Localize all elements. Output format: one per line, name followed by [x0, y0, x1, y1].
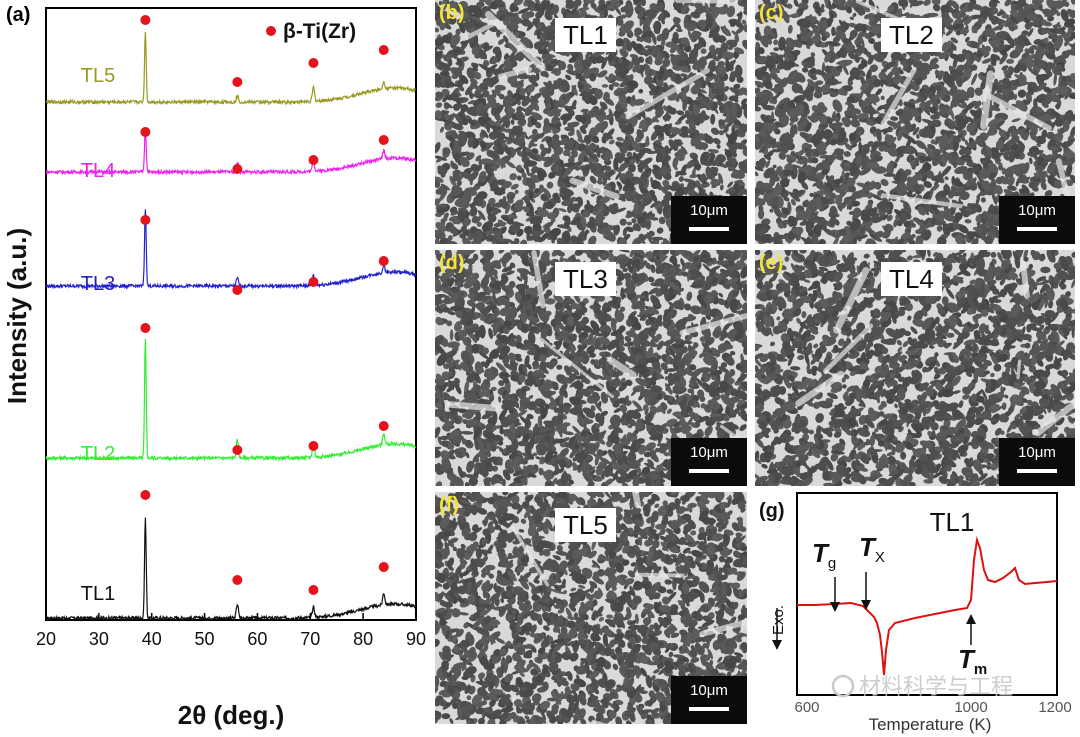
peak-marker: [308, 155, 319, 165]
peak-marker: [140, 323, 151, 333]
legend-marker: [266, 26, 276, 36]
xrd-series-TL3: [45, 209, 417, 290]
sem-panel-label: (b): [439, 2, 465, 24]
sem-panel-tl5: (f) TL5 10μm: [435, 492, 747, 724]
sem-panel-label: (c): [759, 2, 784, 24]
series-label-TL5: TL5: [81, 65, 115, 87]
peak-marker: [140, 490, 151, 500]
scale-text: 10μm: [1018, 444, 1056, 461]
exo-arrow-head: [772, 640, 782, 650]
scale-box: 10μm: [671, 196, 747, 244]
sem-panel-tl2: (c) TL2 10μm: [755, 0, 1075, 244]
sem-panel-title: TL2: [881, 18, 942, 52]
scale-box: 10μm: [999, 438, 1075, 486]
x-tick-label: 80: [353, 629, 373, 649]
sem-panel-tl1: (b) TL1 10μm: [435, 0, 747, 244]
sem-panel-title: TL5: [555, 508, 616, 542]
peak-marker: [232, 575, 243, 585]
watermark-icon: [831, 674, 855, 698]
sem-panel-label: (d): [439, 252, 465, 274]
peak-marker: [232, 164, 243, 174]
scale-box: 10μm: [671, 676, 747, 724]
dsc-chart: (g) TL1 Exo. Tg TX Tm 600 1000 1200 Temp…: [759, 492, 1072, 734]
x-tick-label: 20: [36, 629, 56, 649]
sem-panel-label: (f): [439, 494, 459, 516]
tg-label: Tg: [812, 538, 836, 572]
scale-box: 10μm: [671, 438, 747, 486]
xrd-series-TL1: [45, 517, 417, 622]
scale-bar: [689, 469, 729, 473]
scale-text: 10μm: [690, 444, 728, 461]
xrd-x-label: 2θ (deg.): [178, 700, 285, 730]
xrd-series-TL2: [45, 338, 416, 462]
scale-text: 10μm: [690, 202, 728, 219]
exo-label: Exo.: [770, 605, 787, 635]
series-label-TL2: TL2: [81, 443, 115, 465]
x-tick-label: 90: [406, 629, 426, 649]
watermark: 材料科学与工程: [859, 674, 1013, 699]
sem-panel-title: TL4: [881, 262, 942, 296]
scale-box: 10μm: [999, 196, 1075, 244]
sem-panel-tl4: (e) TL4 10μm: [755, 250, 1075, 486]
tx-arrow-head: [861, 600, 871, 610]
sem-micrograph: [755, 250, 1075, 486]
peak-marker: [308, 441, 319, 451]
peak-marker: [140, 215, 151, 225]
peak-marker: [378, 45, 389, 55]
xrd-chart: 20 30 40 50 60 70 80 90 TL1 TL2 TL3 TL4 TL5 β-Ti(Zr…: [2, 7, 426, 730]
x-tick-label: 50: [195, 629, 215, 649]
peak-marker: [232, 285, 243, 295]
peak-marker: [140, 127, 151, 137]
scale-text: 10μm: [1018, 202, 1056, 219]
dsc-title: TL1: [930, 507, 975, 537]
sem-panel-label: (e): [759, 252, 784, 274]
x-tick-label: 60: [247, 629, 267, 649]
sem-panel-tl3: (d) TL3 10μm: [435, 250, 747, 486]
sem-panel-title: TL1: [555, 18, 616, 52]
legend-text: β-Ti(Zr): [283, 20, 356, 43]
dsc-tick-label: 1000: [954, 699, 987, 716]
xrd-series-TL5: [45, 32, 416, 106]
xrd-series-TL4: [45, 127, 417, 176]
peak-marker: [140, 15, 151, 25]
peak-marker: [378, 562, 389, 572]
x-tick-label: 70: [300, 629, 320, 649]
peak-marker: [308, 277, 319, 287]
peak-marker: [378, 256, 389, 266]
peak-marker: [232, 445, 243, 455]
scale-bar: [1017, 227, 1057, 231]
scale-bar: [689, 707, 729, 711]
dsc-tick-label: 600: [794, 699, 819, 716]
panel-a-label: (a): [6, 4, 31, 26]
tx-label: TX: [859, 532, 885, 566]
xrd-y-label: Intensity (a.u.): [2, 228, 32, 404]
peak-marker: [232, 77, 243, 87]
tm-label: Tm: [958, 644, 987, 678]
dsc-tick-label: 1200: [1038, 699, 1071, 716]
peak-marker: [308, 585, 319, 595]
dsc-axes-frame: [796, 492, 1058, 696]
tm-arrow-head: [966, 614, 976, 624]
series-label-TL3: TL3: [81, 273, 115, 295]
scale-bar: [689, 227, 729, 231]
peak-marker: [308, 58, 319, 68]
series-label-TL4: TL4: [81, 160, 115, 182]
scale-bar: [1017, 469, 1057, 473]
dsc-x-label: Temperature (K): [869, 715, 992, 734]
dsc-curve: [797, 536, 1058, 676]
sem-panel-title: TL3: [555, 262, 616, 296]
peak-marker: [378, 421, 389, 431]
x-tick-label: 40: [142, 629, 162, 649]
sem-micrograph: [435, 250, 747, 486]
panel-g-label: (g): [759, 500, 785, 522]
series-label-TL1: TL1: [81, 583, 115, 605]
scale-text: 10μm: [690, 682, 728, 699]
xrd-axes-frame: [45, 7, 417, 621]
x-tick-label: 30: [89, 629, 109, 649]
tg-arrow-head: [830, 602, 840, 612]
peak-marker: [378, 135, 389, 145]
